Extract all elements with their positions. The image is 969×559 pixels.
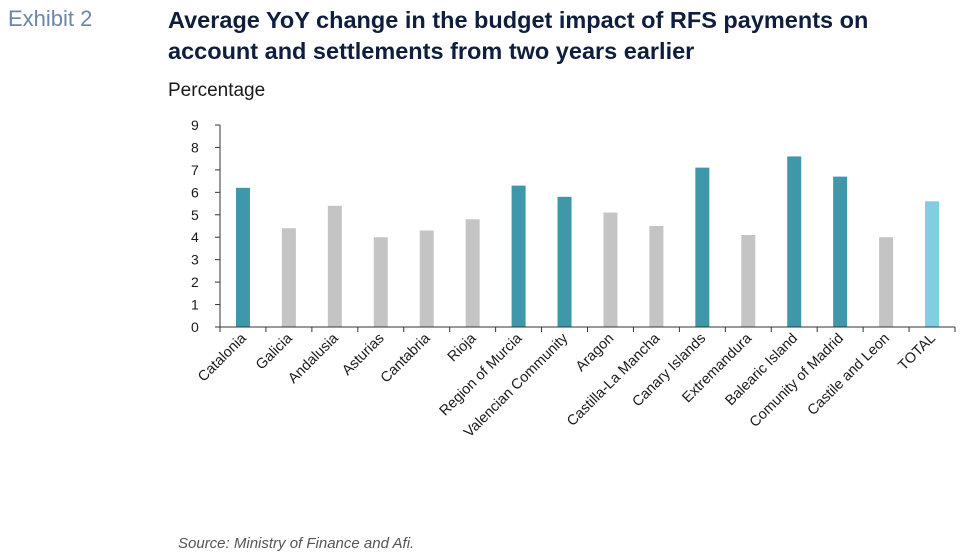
bar-balearic-island [787,156,802,327]
y-tick-label: 7 [191,162,199,178]
x-tick-label: TOTAL [895,331,938,374]
bar-galicia [281,228,296,327]
y-tick-label: 5 [191,207,199,223]
y-tick-label: 9 [191,117,199,133]
y-tick-label: 3 [191,252,199,268]
bar-castilla-la-mancha [649,226,664,327]
source-note: Source: Ministry of Finance and Afi. [178,535,415,552]
x-tick-label: Galicia [253,330,296,373]
bar-catalonia [235,187,250,327]
bar-andalusia [327,205,342,327]
x-tick-label: Region of Murcia [437,330,526,419]
y-tick-label: 0 [191,319,199,335]
bar-cantabria [419,230,434,327]
x-tick-label: Aragon [573,331,617,375]
bar-region-of-murcia [511,185,526,327]
exhibit-label: Exhibit 2 [8,6,93,31]
bar-aragon [603,212,618,327]
y-tick-label: 2 [191,274,199,290]
bar-valencian-community [557,196,572,327]
y-axis: 0 1 2 3 4 5 6 7 8 9 [191,117,221,335]
bar-canary-islands [695,167,710,327]
bars [235,156,940,327]
bar-total [925,201,940,327]
chart-title: Average YoY change in the budget impact … [168,7,869,64]
bar-castile-and-leon [879,237,894,327]
y-unit-label: Percentage [168,80,266,101]
bar-rioja [465,219,480,327]
x-tick-label: Rioja [445,330,480,365]
y-tick-label: 1 [191,297,199,313]
x-tick-label: Andalusia [285,330,342,387]
y-tick-label: 6 [191,184,199,200]
bar-asturias [373,237,388,327]
x-tick-label: Cantabria [378,330,434,386]
bar-comunity-of-madrid [833,176,848,327]
y-tick-label: 8 [191,139,199,155]
bar-extremandura [741,234,756,327]
y-tick-label: 4 [191,229,199,245]
x-axis: Catalonia GaliciaAndalusiaAsturiasCantabr… [195,326,956,441]
x-tick-label: Castile and Leon [805,331,893,419]
x-tick-label: Catalonia [195,330,250,385]
